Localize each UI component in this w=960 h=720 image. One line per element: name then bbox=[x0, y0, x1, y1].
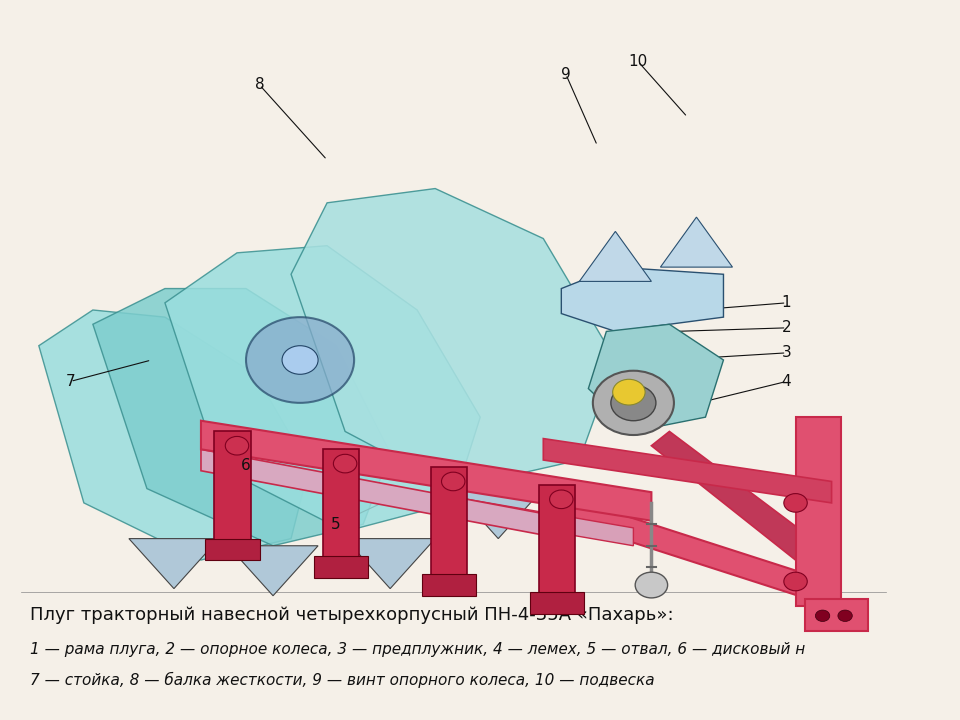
Text: 7: 7 bbox=[65, 374, 75, 389]
Circle shape bbox=[246, 317, 354, 403]
Polygon shape bbox=[796, 417, 841, 606]
Text: 6: 6 bbox=[241, 458, 251, 473]
Polygon shape bbox=[201, 420, 652, 521]
Polygon shape bbox=[562, 267, 724, 331]
Polygon shape bbox=[219, 456, 634, 546]
Polygon shape bbox=[543, 438, 831, 503]
Polygon shape bbox=[228, 546, 318, 595]
Text: 4: 4 bbox=[781, 374, 791, 389]
Text: 10: 10 bbox=[628, 54, 647, 69]
Text: 5: 5 bbox=[331, 517, 341, 532]
Text: 2: 2 bbox=[781, 320, 791, 336]
Circle shape bbox=[593, 371, 674, 435]
Circle shape bbox=[815, 610, 829, 621]
Circle shape bbox=[611, 385, 656, 420]
Circle shape bbox=[636, 572, 667, 598]
Circle shape bbox=[838, 610, 852, 621]
Text: 3: 3 bbox=[781, 346, 791, 360]
Polygon shape bbox=[165, 246, 480, 531]
Polygon shape bbox=[323, 449, 359, 564]
Polygon shape bbox=[453, 489, 543, 539]
Polygon shape bbox=[421, 575, 476, 595]
Polygon shape bbox=[539, 485, 575, 599]
Polygon shape bbox=[38, 310, 309, 560]
Polygon shape bbox=[543, 492, 841, 606]
Circle shape bbox=[333, 454, 357, 473]
Polygon shape bbox=[291, 189, 615, 489]
Polygon shape bbox=[588, 324, 724, 431]
Polygon shape bbox=[314, 557, 368, 578]
Polygon shape bbox=[530, 592, 584, 613]
Polygon shape bbox=[205, 539, 259, 560]
Circle shape bbox=[783, 572, 807, 591]
Circle shape bbox=[783, 494, 807, 512]
Polygon shape bbox=[129, 539, 219, 589]
Polygon shape bbox=[201, 449, 543, 535]
Circle shape bbox=[226, 436, 249, 455]
Polygon shape bbox=[93, 289, 390, 546]
Circle shape bbox=[550, 490, 573, 508]
Text: Плуг тракторный навесной четырехкорпусный ПН-4-35А «Пахарь»:: Плуг тракторный навесной четырехкорпусны… bbox=[30, 606, 673, 624]
Polygon shape bbox=[214, 431, 251, 546]
Polygon shape bbox=[431, 467, 467, 582]
Polygon shape bbox=[804, 599, 868, 631]
Circle shape bbox=[612, 379, 645, 405]
Polygon shape bbox=[660, 217, 732, 267]
Circle shape bbox=[282, 346, 318, 374]
Polygon shape bbox=[579, 231, 652, 282]
Polygon shape bbox=[652, 431, 841, 575]
Text: 1 — рама плуга, 2 — опорное колеса, 3 — предплужник, 4 — лемех, 5 — отвал, 6 — д: 1 — рама плуга, 2 — опорное колеса, 3 — … bbox=[30, 642, 805, 657]
Circle shape bbox=[442, 472, 465, 491]
Text: 9: 9 bbox=[561, 67, 570, 82]
Text: 7 — стойка, 8 — балка жесткости, 9 — винт опорного колеса, 10 — подвеска: 7 — стойка, 8 — балка жесткости, 9 — вин… bbox=[30, 672, 655, 688]
Polygon shape bbox=[345, 539, 435, 589]
Text: 8: 8 bbox=[254, 78, 264, 92]
Text: 1: 1 bbox=[781, 295, 791, 310]
